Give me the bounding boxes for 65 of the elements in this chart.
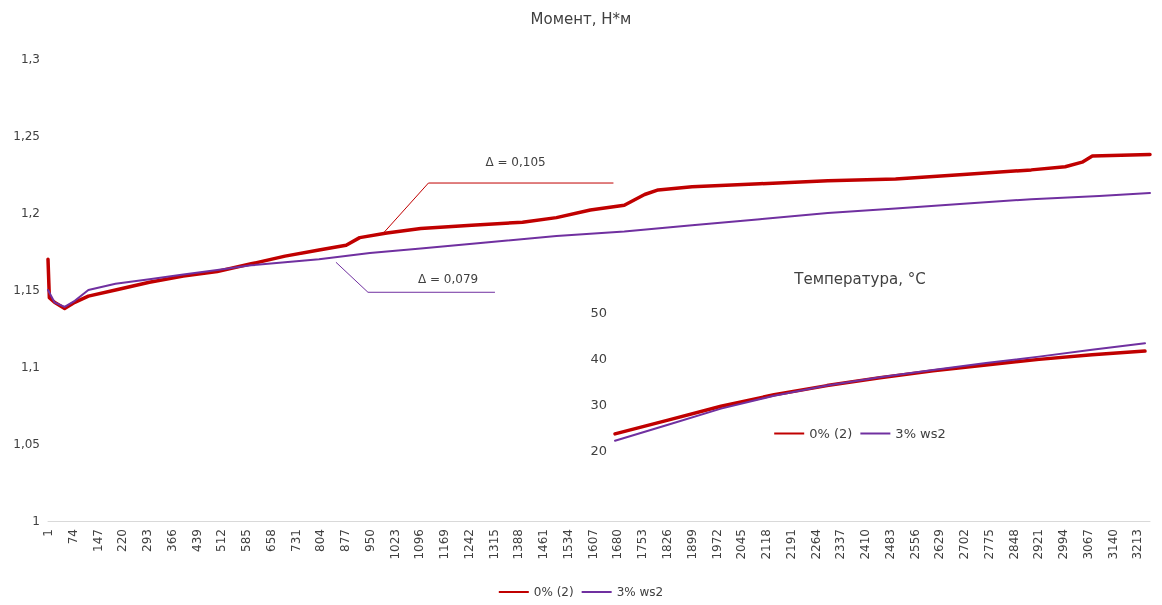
y-tick-label: 1,05 (13, 437, 40, 451)
x-tick-label: 439 (189, 529, 204, 552)
y-tick-label: 1,3 (20, 52, 40, 66)
x-tick-label: 2118 (759, 529, 774, 560)
x-tick-label: 731 (288, 529, 303, 552)
x-tick-label: 2994 (1056, 529, 1071, 560)
x-tick-label: 2191 (783, 529, 798, 560)
x-tick-label: 1461 (536, 529, 551, 560)
x-tick-label: 2556 (907, 529, 922, 560)
y-tick-label: 1,15 (13, 283, 40, 297)
y-tick-label: 40 (590, 350, 607, 366)
x-tick-label: 658 (263, 529, 278, 552)
x-tick-label: 1242 (461, 529, 476, 560)
x-tick-label: 2921 (1031, 529, 1046, 560)
y-tick-label: 1,25 (13, 129, 40, 143)
y-tick-label: 20 (590, 442, 607, 458)
x-tick-label: 1388 (511, 529, 526, 560)
x-tick-label: 2337 (833, 529, 848, 560)
legend-label: 3% ws2 (616, 585, 664, 599)
x-tick-label: 147 (90, 529, 105, 552)
x-tick-label: 2775 (981, 529, 996, 560)
x-tick-label: 1534 (560, 529, 575, 560)
x-tick-label: 877 (338, 529, 353, 552)
x-tick-label: 950 (362, 529, 377, 552)
x-tick-label: 3213 (1130, 529, 1145, 560)
x-tick-label: 585 (239, 529, 254, 552)
legend-label: 0% (2) (533, 585, 574, 599)
x-tick-label: 2483 (882, 529, 897, 560)
x-tick-label: 293 (140, 529, 155, 552)
y-tick-label: 1 (32, 514, 40, 528)
y-tick-label: 50 (590, 304, 607, 320)
line-series (47, 191, 1151, 308)
x-tick-label: 3140 (1105, 529, 1120, 560)
x-tick-label: 2264 (808, 529, 823, 560)
x-tick-label: 1972 (709, 529, 724, 560)
x-tick-label: 1680 (610, 529, 625, 560)
x-tick-label: 2045 (734, 529, 749, 560)
x-tick-label: 804 (313, 529, 328, 552)
x-tick-label: 2848 (1006, 529, 1021, 560)
y-tick-label: 1,1 (20, 360, 40, 374)
x-tick-label: 2410 (858, 529, 873, 560)
x-tick-label: 1023 (387, 529, 402, 560)
annotation: Δ = 0,105 (485, 155, 546, 170)
x-tick-label: 2629 (932, 529, 947, 560)
x-tick-label: 1096 (412, 529, 427, 560)
legend-label: 0% (2) (809, 426, 853, 441)
x-tick-label: 1607 (585, 529, 600, 560)
x-tick-label: 2702 (957, 529, 972, 560)
chart-title: Температура, °C (793, 269, 926, 288)
x-tick-label: 512 (214, 529, 229, 552)
y-tick-label: 1,2 (20, 206, 40, 220)
x-tick-label: 1169 (437, 529, 452, 560)
legend-label: 3% ws2 (895, 426, 946, 441)
x-tick-label: 1315 (486, 529, 501, 560)
x-tick-label: 3067 (1080, 529, 1095, 560)
x-tick-label: 74 (65, 529, 80, 545)
x-tick-label: 1 (41, 529, 55, 537)
x-tick-label: 366 (164, 529, 179, 552)
x-tick-label: 220 (115, 529, 130, 552)
x-tick-label: 1899 (684, 529, 699, 560)
annotation: Δ = 0,079 (417, 272, 479, 287)
y-tick-label: 30 (590, 396, 607, 412)
chart-title: Момент, Н*м (530, 9, 632, 28)
x-tick-label: 1753 (635, 529, 650, 560)
x-tick-label: 1826 (660, 529, 675, 560)
